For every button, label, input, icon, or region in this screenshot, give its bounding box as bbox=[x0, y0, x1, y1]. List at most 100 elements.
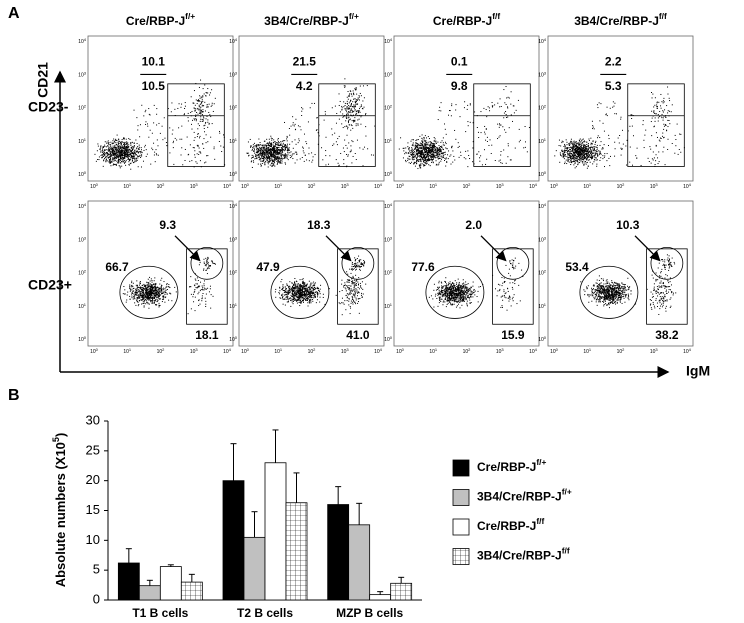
event-dot bbox=[208, 266, 210, 268]
event-dot bbox=[135, 293, 137, 295]
event-dot bbox=[448, 110, 450, 112]
event-dot bbox=[341, 279, 343, 281]
event-dot bbox=[360, 294, 362, 296]
event-dot bbox=[272, 165, 274, 167]
event-dot bbox=[305, 295, 307, 297]
event-dot bbox=[270, 151, 272, 153]
event-dot bbox=[317, 287, 319, 289]
event-dot bbox=[351, 269, 353, 271]
event-dot bbox=[132, 157, 134, 159]
event-dot bbox=[338, 302, 340, 304]
y-tick-label: 101 bbox=[384, 136, 393, 145]
event-dot bbox=[279, 150, 281, 152]
event-dot bbox=[202, 95, 204, 97]
event-dot bbox=[164, 293, 166, 295]
event-dot bbox=[339, 303, 341, 305]
event-dot bbox=[355, 159, 357, 161]
event-dot bbox=[131, 150, 133, 152]
event-dot bbox=[425, 143, 427, 145]
event-dot bbox=[106, 155, 108, 157]
event-dot bbox=[423, 139, 425, 141]
event-dot bbox=[350, 129, 352, 131]
event-dot bbox=[202, 120, 204, 122]
event-dot bbox=[310, 289, 312, 291]
superscript: 3 bbox=[84, 235, 87, 240]
event-dot bbox=[278, 161, 280, 163]
event-dot bbox=[305, 290, 307, 292]
event-dot bbox=[444, 128, 446, 130]
event-dot bbox=[350, 285, 352, 287]
event-dot bbox=[513, 105, 515, 107]
event-dot bbox=[355, 283, 357, 285]
event-dot bbox=[465, 150, 467, 152]
event-dot bbox=[279, 297, 281, 299]
event-dot bbox=[107, 157, 109, 159]
event-dot bbox=[279, 162, 281, 164]
superscript: 3 bbox=[235, 235, 238, 240]
event-dot bbox=[452, 298, 454, 300]
event-dot bbox=[195, 118, 197, 120]
event-dot bbox=[171, 133, 173, 135]
event-dot bbox=[129, 295, 131, 297]
event-dot bbox=[411, 154, 413, 156]
event-dot bbox=[289, 143, 291, 145]
event-dot bbox=[130, 154, 132, 156]
text-part: 10 bbox=[229, 238, 235, 244]
event-dot bbox=[418, 150, 420, 152]
event-dot bbox=[114, 164, 116, 166]
event-dot bbox=[440, 294, 442, 296]
event-dot bbox=[153, 293, 155, 295]
event-dot bbox=[115, 142, 117, 144]
event-dot bbox=[345, 108, 347, 110]
event-dot bbox=[308, 147, 310, 149]
event-dot bbox=[345, 290, 347, 292]
event-dot bbox=[356, 279, 358, 281]
event-dot bbox=[213, 103, 215, 105]
event-dot bbox=[441, 285, 443, 287]
event-dot bbox=[278, 144, 280, 146]
event-dot bbox=[131, 285, 133, 287]
event-dot bbox=[153, 297, 155, 299]
event-dot bbox=[433, 283, 435, 285]
event-dot bbox=[480, 111, 482, 113]
event-dot bbox=[111, 161, 113, 163]
event-dot bbox=[120, 154, 122, 156]
event-dot bbox=[190, 293, 192, 295]
event-dot bbox=[448, 292, 450, 294]
event-dot bbox=[144, 144, 146, 146]
event-dot bbox=[354, 117, 356, 119]
event-dot bbox=[122, 149, 124, 151]
superscript: 2 bbox=[162, 347, 165, 352]
event-dot bbox=[283, 291, 285, 293]
text-part: 10 bbox=[496, 184, 502, 190]
event-dot bbox=[192, 147, 194, 149]
event-dot bbox=[346, 114, 348, 116]
event-dot bbox=[250, 161, 252, 163]
event-dot bbox=[116, 150, 118, 152]
event-dot bbox=[121, 161, 123, 163]
event-dot bbox=[271, 154, 273, 156]
event-dot bbox=[141, 296, 143, 298]
event-dot bbox=[364, 261, 366, 263]
text-part: 10 bbox=[241, 349, 247, 355]
event-dot bbox=[127, 147, 129, 149]
event-dot bbox=[305, 287, 307, 289]
event-dot bbox=[148, 286, 150, 288]
event-dot bbox=[367, 148, 369, 150]
event-dot bbox=[488, 144, 490, 146]
event-dot bbox=[153, 293, 155, 295]
event-dot bbox=[146, 291, 148, 293]
event-dot bbox=[261, 153, 263, 155]
event-dot bbox=[205, 134, 207, 136]
event-dot bbox=[297, 295, 299, 297]
event-dot bbox=[277, 157, 279, 159]
event-dot bbox=[107, 149, 109, 151]
event-dot bbox=[204, 131, 206, 133]
event-dot bbox=[418, 159, 420, 161]
event-dot bbox=[310, 282, 312, 284]
event-dot bbox=[411, 151, 413, 153]
text-part: 10 bbox=[78, 271, 84, 277]
event-dot bbox=[498, 126, 500, 128]
column-title: 3B4/Cre/RBP-Jf/f bbox=[574, 11, 667, 28]
event-dot bbox=[269, 158, 271, 160]
